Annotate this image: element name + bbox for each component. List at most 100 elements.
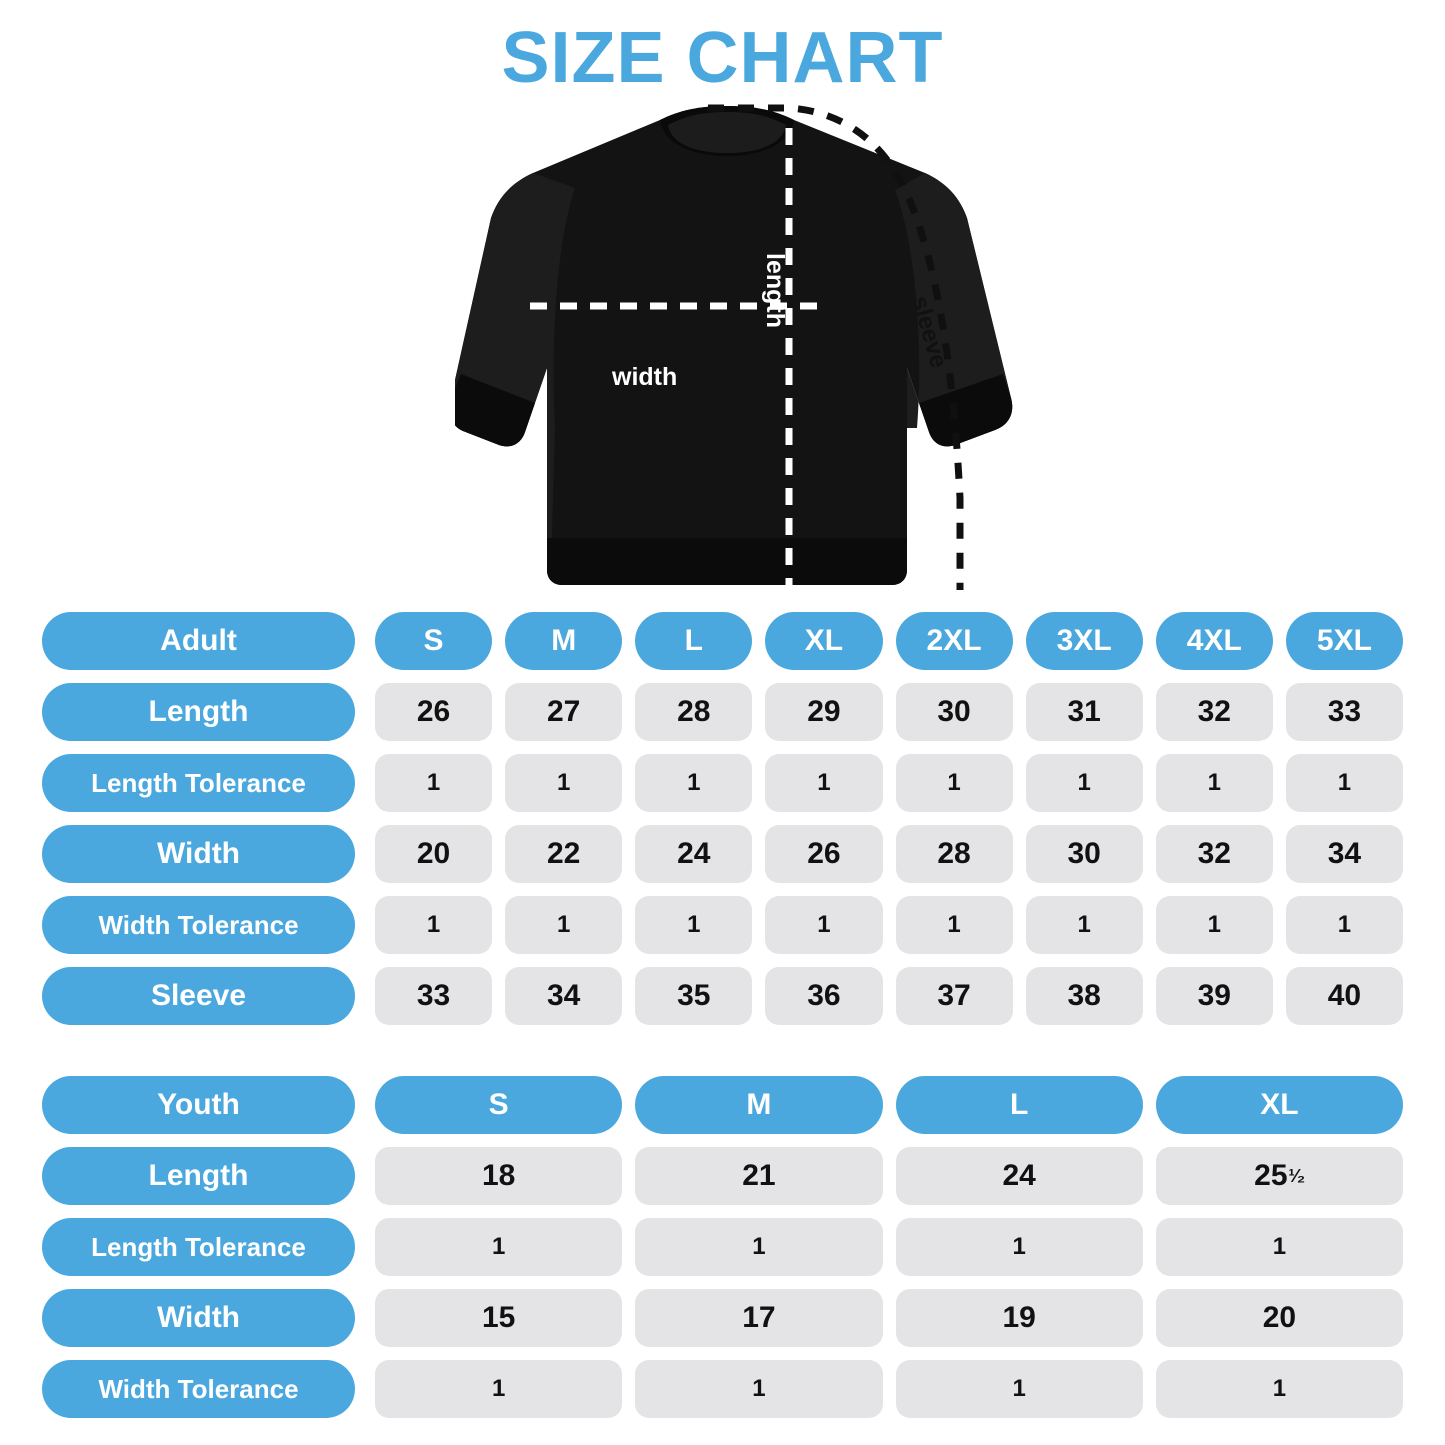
table-cell: 32: [1155, 683, 1273, 741]
sweatshirt-diagram: [455, 104, 1013, 590]
length-measure-label: length: [761, 253, 789, 328]
fraction-half: ¹⁄₂: [1288, 1165, 1306, 1186]
table-cell: 1: [895, 896, 1013, 954]
table-row: Length 18 21 24 25 ¹⁄₂: [0, 1147, 1445, 1205]
table-cell: 1: [1155, 1360, 1403, 1418]
table-cell: 38: [1025, 967, 1143, 1025]
table-cell: 27: [505, 683, 623, 741]
table-cell: 1: [505, 754, 623, 812]
column-header-3XL: 3XL: [1025, 612, 1143, 670]
table-cell: 1: [505, 896, 623, 954]
table-cell: 34: [505, 967, 623, 1025]
table-cell: 18: [375, 1147, 623, 1205]
table-cell: 39: [1155, 967, 1273, 1025]
table-cell: 1: [375, 1360, 623, 1418]
column-header-5XL: 5XL: [1285, 612, 1403, 670]
table-cell: 1: [375, 896, 493, 954]
table-cell: 1: [1155, 754, 1273, 812]
table-cell: 35: [635, 967, 753, 1025]
table-cell: 1: [1155, 896, 1273, 954]
table-row: Width Tolerance 1 1 1 1 1 1 1 1: [0, 896, 1445, 954]
table-cell: 1: [635, 754, 753, 812]
table-cell: 32: [1155, 825, 1273, 883]
column-header-M: M: [505, 612, 623, 670]
table-row: Length Tolerance 1 1 1 1: [0, 1218, 1445, 1276]
table-cell: 20: [1155, 1289, 1403, 1347]
table-cell: 1: [1285, 896, 1403, 954]
table-row: Width 15 17 19 20: [0, 1289, 1445, 1347]
table-cell: 1: [635, 896, 753, 954]
table-row: Width 20 22 24 26 28 30 32 34: [0, 825, 1445, 883]
table-cell: 29: [765, 683, 883, 741]
table-cell: 1: [375, 754, 493, 812]
table-cell: 28: [635, 683, 753, 741]
table-cell: 36: [765, 967, 883, 1025]
column-header-XL: XL: [1155, 1076, 1403, 1134]
column-header-L: L: [895, 1076, 1143, 1134]
table-cell: 1: [895, 1360, 1143, 1418]
table-cell: 1: [635, 1218, 883, 1276]
table-row: Sleeve 33 34 35 36 37 38 39 40: [0, 967, 1445, 1025]
table-cell: 33: [375, 967, 493, 1025]
column-header-XL: XL: [765, 612, 883, 670]
table-cell: 24: [635, 825, 753, 883]
table-cell: 1: [1285, 754, 1403, 812]
table-row: Length 26 27 28 29 30 31 32 33: [0, 683, 1445, 741]
row-label-sleeve: Sleeve: [42, 967, 355, 1025]
table-cell: 1: [1025, 896, 1143, 954]
garment-illustration: width length sleeve: [0, 98, 1445, 598]
table-cell: 15: [375, 1289, 623, 1347]
row-label-length-tolerance: Length Tolerance: [42, 754, 355, 812]
row-label-length: Length: [42, 683, 355, 741]
sweatshirt-shape: [455, 106, 1013, 585]
page-title: SIZE CHART: [501, 18, 944, 98]
table-row: Width Tolerance 1 1 1 1: [0, 1360, 1445, 1418]
measurement-guides: [530, 104, 964, 590]
table-cell: 33: [1285, 683, 1403, 741]
row-label-adult: Adult: [42, 612, 355, 670]
table-cell: 25 ¹⁄₂: [1155, 1147, 1403, 1205]
table-cell: 26: [375, 683, 493, 741]
row-label-youth: Youth: [42, 1076, 355, 1134]
column-header-S: S: [375, 612, 493, 670]
table-cell: 24: [895, 1147, 1143, 1205]
table-cell: 30: [895, 683, 1013, 741]
row-label-length-tolerance: Length Tolerance: [42, 1218, 355, 1276]
table-cell: 40: [1285, 967, 1403, 1025]
row-label-width: Width: [42, 825, 355, 883]
table-cell: 31: [1025, 683, 1143, 741]
table-cell: 1: [1025, 754, 1143, 812]
table-row: Length Tolerance 1 1 1 1 1 1 1 1: [0, 754, 1445, 812]
row-label-width-tolerance: Width Tolerance: [42, 1360, 355, 1418]
column-header-4XL: 4XL: [1155, 612, 1273, 670]
column-header-M: M: [635, 1076, 883, 1134]
table-row: Youth S M L XL: [0, 1076, 1445, 1134]
table-cell: 1: [895, 1218, 1143, 1276]
table-cell: 28: [895, 825, 1013, 883]
row-label-width-tolerance: Width Tolerance: [42, 896, 355, 954]
table-cell: 37: [895, 967, 1013, 1025]
table-row: Adult S M L XL 2XL 3XL 4XL 5XL: [0, 612, 1445, 670]
table-cell: 22: [505, 825, 623, 883]
adult-size-table: Adult S M L XL 2XL 3XL 4XL 5XL Length 26 27 28 29 30 31…: [0, 612, 1445, 1038]
column-header-2XL: 2XL: [895, 612, 1013, 670]
row-label-length: Length: [42, 1147, 355, 1205]
table-cell: 1: [895, 754, 1013, 812]
column-header-L: L: [635, 612, 753, 670]
table-cell: 20: [375, 825, 493, 883]
table-cell: 1: [765, 896, 883, 954]
youth-size-table: Youth S M L XL Length 18 21 24 25 ¹⁄₂ Length Tolera…: [0, 1076, 1445, 1431]
table-cell: 1: [765, 754, 883, 812]
column-header-S: S: [375, 1076, 623, 1134]
table-cell: 30: [1025, 825, 1143, 883]
table-cell: 21: [635, 1147, 883, 1205]
table-cell: 26: [765, 825, 883, 883]
table-cell: 34: [1285, 825, 1403, 883]
table-cell: 1: [635, 1360, 883, 1418]
table-cell: 1: [1155, 1218, 1403, 1276]
table-cell: 17: [635, 1289, 883, 1347]
width-measure-label: width: [612, 363, 678, 391]
table-cell: 1: [375, 1218, 623, 1276]
table-cell: 19: [895, 1289, 1143, 1347]
row-label-width: Width: [42, 1289, 355, 1347]
